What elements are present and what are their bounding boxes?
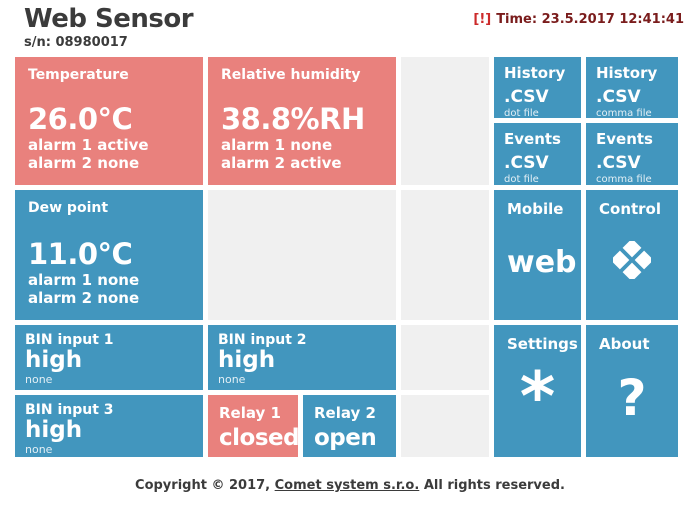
tile-grid: Temperature 26.0°C alarm 1 active alarm … bbox=[15, 57, 678, 457]
history-csv-dot-button[interactable]: History .CSV dot file bbox=[494, 57, 581, 118]
copyright-suffix: All rights reserved. bbox=[419, 478, 565, 493]
humidity-value: 38.8%RH bbox=[221, 101, 365, 136]
tile-relay-2: Relay 2 open bbox=[303, 395, 396, 457]
temperature-alarm1: alarm 1 active bbox=[28, 135, 149, 154]
dew-point-alarm1: alarm 1 none bbox=[28, 270, 140, 289]
mobile-web-label: web bbox=[507, 244, 577, 280]
alert-icon: [!] bbox=[473, 12, 492, 27]
humidity-title: Relative humidity bbox=[221, 67, 361, 83]
history-comma-format: .CSV bbox=[596, 87, 641, 107]
bin1-note: none bbox=[25, 373, 53, 387]
events-comma-title: Events bbox=[596, 130, 653, 148]
tile-temperature: Temperature 26.0°C alarm 1 active alarm … bbox=[15, 57, 203, 185]
mobile-web-button[interactable]: Mobile web bbox=[494, 190, 581, 320]
bin3-title: BIN input 3 bbox=[25, 402, 114, 418]
spacer-cell bbox=[401, 325, 489, 390]
spacer-cell bbox=[401, 395, 489, 457]
temperature-value: 26.0°C bbox=[28, 101, 133, 136]
page-header: Web Sensor s/n: 08980017 [!] Time: 23.5.2… bbox=[0, 0, 700, 52]
relay2-title: Relay 2 bbox=[314, 404, 376, 422]
history-comma-title: History bbox=[596, 64, 658, 82]
about-question-icon: ? bbox=[617, 369, 647, 427]
settings-button[interactable]: Settings * bbox=[494, 325, 581, 457]
history-dot-format: .CSV bbox=[504, 87, 549, 107]
history-csv-comma-button[interactable]: History .CSV comma file bbox=[586, 57, 678, 118]
bin2-note: none bbox=[218, 373, 246, 387]
control-diamond-icon bbox=[610, 238, 654, 283]
humidity-alarm1: alarm 1 none bbox=[221, 135, 333, 154]
dew-point-title: Dew point bbox=[28, 200, 109, 216]
spacer-cell bbox=[401, 57, 489, 185]
comet-system-link[interactable]: Comet system s.r.o. bbox=[274, 478, 420, 493]
events-csv-comma-button[interactable]: Events .CSV comma file bbox=[586, 123, 678, 185]
spacer-cell bbox=[401, 190, 489, 320]
tile-bin-input-3: BIN input 3 high none bbox=[15, 395, 203, 457]
dew-point-alarm2: alarm 2 none bbox=[28, 289, 140, 308]
history-dot-subtitle: dot file bbox=[504, 108, 539, 118]
relay2-value: open bbox=[314, 425, 377, 451]
temperature-title: Temperature bbox=[28, 67, 129, 83]
bin2-title: BIN input 2 bbox=[218, 332, 307, 348]
events-comma-format: .CSV bbox=[596, 153, 641, 173]
spacer-cell bbox=[208, 190, 396, 320]
serial-number: s/n: 08980017 bbox=[24, 35, 128, 51]
bin1-title: BIN input 1 bbox=[25, 332, 114, 348]
about-button[interactable]: About ? bbox=[586, 325, 678, 457]
events-csv-dot-button[interactable]: Events .CSV dot file bbox=[494, 123, 581, 185]
history-comma-subtitle: comma file bbox=[596, 108, 652, 118]
page-title: Web Sensor bbox=[24, 4, 194, 34]
copyright-footer: Copyright © 2017, Comet system s.r.o. Al… bbox=[0, 478, 700, 493]
device-time: [!] Time: 23.5.2017 12:41:41 bbox=[473, 12, 684, 27]
settings-title: Settings bbox=[507, 335, 578, 353]
relay-group: Relay 1 closed Relay 2 open bbox=[208, 395, 396, 457]
control-title: Control bbox=[599, 200, 662, 218]
events-dot-format: .CSV bbox=[504, 153, 549, 173]
bin3-note: none bbox=[25, 443, 53, 457]
events-comma-subtitle: comma file bbox=[596, 174, 652, 185]
dew-point-value: 11.0°C bbox=[28, 236, 133, 271]
time-label: Time: 23.5.2017 12:41:41 bbox=[496, 12, 684, 27]
bin2-value: high bbox=[218, 347, 276, 373]
mobile-title: Mobile bbox=[507, 200, 564, 218]
relay1-value: closed bbox=[219, 425, 298, 451]
about-title: About bbox=[599, 335, 650, 353]
tile-humidity: Relative humidity 38.8%RH alarm 1 none a… bbox=[208, 57, 396, 185]
history-dot-title: History bbox=[504, 64, 566, 82]
bin3-value: high bbox=[25, 417, 83, 443]
tile-relay-1: Relay 1 closed bbox=[208, 395, 298, 457]
bin1-value: high bbox=[25, 347, 83, 373]
humidity-alarm2: alarm 2 active bbox=[221, 154, 342, 173]
events-dot-title: Events bbox=[504, 130, 561, 148]
tile-bin-input-1: BIN input 1 high none bbox=[15, 325, 203, 390]
relay1-title: Relay 1 bbox=[219, 404, 281, 422]
tile-bin-input-2: BIN input 2 high none bbox=[208, 325, 396, 390]
tile-dew-point: Dew point 11.0°C alarm 1 none alarm 2 no… bbox=[15, 190, 203, 320]
copyright-prefix: Copyright © 2017, bbox=[135, 478, 275, 493]
control-button[interactable]: Control bbox=[586, 190, 678, 320]
temperature-alarm2: alarm 2 none bbox=[28, 154, 140, 173]
events-dot-subtitle: dot file bbox=[504, 174, 539, 185]
